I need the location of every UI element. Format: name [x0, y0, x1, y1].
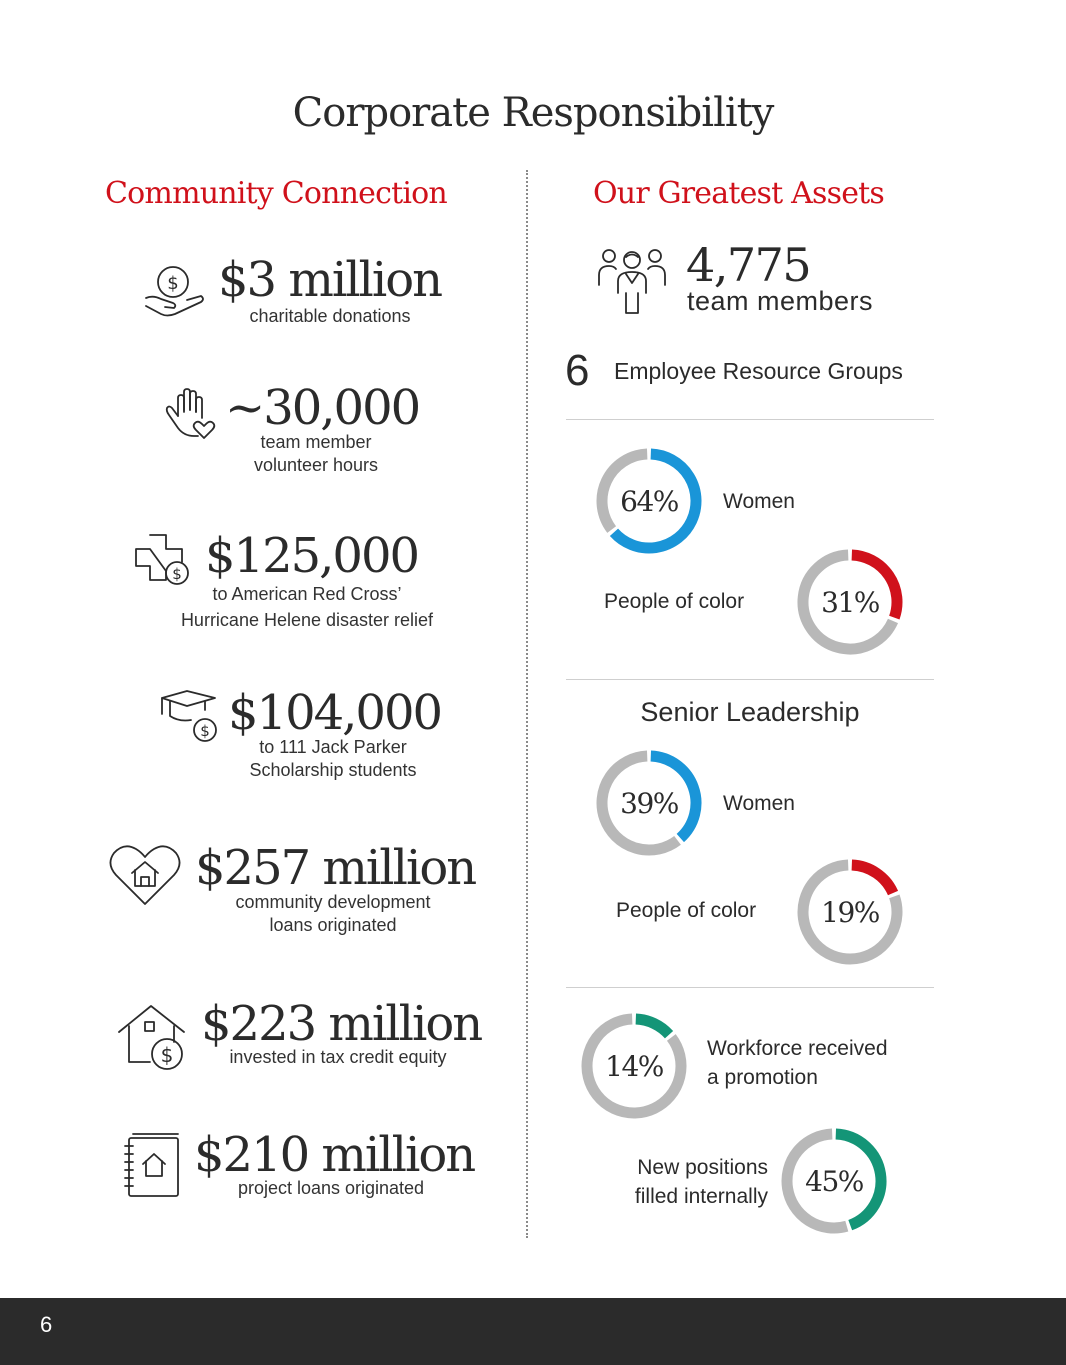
stat-caption: to 111 Jack Parker Scholarship students	[249, 737, 417, 780]
donut-percentage: 19%	[821, 895, 880, 929]
erg-count: 6	[565, 346, 590, 395]
svg-text:$: $	[161, 1043, 174, 1067]
heart-house-icon	[109, 845, 181, 905]
donut-percentage: 64%	[620, 484, 679, 518]
stat-caption: project loans originated	[237, 1178, 425, 1198]
greatest-assets-heading: Our Greatest Assets	[593, 176, 885, 211]
donut-promotion: 14%	[579, 1011, 689, 1121]
page-title: Corporate Responsibility	[292, 90, 775, 136]
donut-value-arc	[851, 859, 899, 896]
page-number: 6	[40, 1312, 53, 1337]
donut-label-filled-internally: New positions filled internally	[634, 1156, 768, 1208]
donut-value-arc	[635, 1013, 674, 1039]
donut-label-people-of-color: People of color	[604, 590, 745, 613]
svg-text:$: $	[167, 273, 178, 294]
team-count: 4,775	[686, 238, 812, 292]
stat-value: $104,000	[228, 685, 443, 741]
svg-text:$: $	[172, 565, 182, 583]
graduation-cap-dollar-icon: $	[161, 690, 217, 742]
senior-leadership-heading: Senior Leadership	[640, 697, 860, 727]
donut-track	[781, 1128, 849, 1234]
team-people-icon	[598, 249, 666, 314]
donut-filled-internally: 45%	[779, 1126, 889, 1236]
donut-label-promotion: Workforce received a promotion	[707, 1037, 888, 1089]
hand-heart-icon	[165, 388, 216, 439]
donut-label-senior-women: Women	[723, 792, 795, 815]
stat-value: $257 million	[195, 840, 477, 896]
page-footer: 6	[0, 1298, 1066, 1365]
donut-percentage: 39%	[620, 786, 679, 820]
donut-women: 64%	[594, 446, 704, 556]
stat-caption: to American Red Cross’ Hurricane Helene …	[180, 584, 434, 630]
donut-senior-people-of-color: 19%	[795, 857, 905, 967]
donut-track	[581, 1013, 687, 1119]
erg-label: Employee Resource Groups	[614, 358, 903, 384]
donut-value-arc	[650, 750, 702, 843]
house-dollar-icon: $	[118, 1005, 185, 1070]
medical-cross-dollar-icon: $	[135, 534, 189, 585]
column-divider	[526, 170, 528, 1238]
stat-value: $3 million	[218, 252, 443, 308]
donut-percentage: 45%	[805, 1164, 864, 1198]
donut-track	[596, 448, 648, 533]
donut-track	[797, 549, 899, 655]
donut-percentage: 14%	[605, 1049, 664, 1083]
stat-caption: community development loans originated	[235, 892, 431, 935]
donut-label-women: Women	[723, 490, 795, 513]
section-divider	[566, 987, 934, 988]
section-divider	[566, 679, 934, 680]
notebook-house-icon	[124, 1133, 179, 1197]
donut-label-senior-people-of-color: People of color	[616, 899, 757, 922]
donut-track	[797, 859, 903, 965]
donut-value-arc	[835, 1128, 887, 1231]
stat-value: $125,000	[205, 528, 420, 584]
donut-senior-women: 39%	[594, 748, 704, 858]
donut-track	[596, 750, 681, 856]
stat-value: $210 million	[194, 1127, 476, 1183]
stat-value: ~30,000	[225, 380, 421, 436]
donut-value-arc	[609, 448, 702, 554]
stat-value: $223 million	[201, 996, 483, 1052]
hand-coin-icon: $	[145, 266, 204, 317]
team-label: team members	[687, 286, 874, 316]
section-divider	[566, 419, 934, 420]
stat-caption: team member volunteer hours	[253, 432, 379, 475]
community-connection-heading: Community Connection	[105, 176, 448, 211]
donut-value-arc	[851, 549, 903, 620]
stat-caption: charitable donations	[249, 306, 411, 326]
donut-percentage: 31%	[821, 585, 880, 619]
stat-caption: invested in tax credit equity	[229, 1047, 447, 1067]
svg-text:$: $	[200, 722, 210, 740]
donut-people-of-color: 31%	[795, 547, 905, 657]
